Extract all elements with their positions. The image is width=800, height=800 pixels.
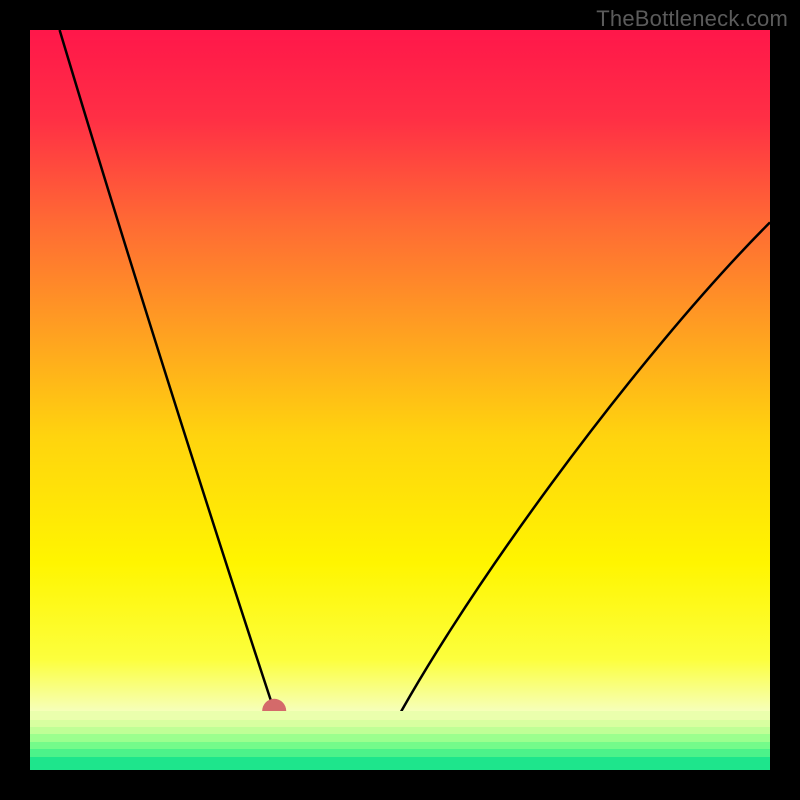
green-band [30,711,770,720]
green-band [30,720,770,727]
plot-area [30,30,770,770]
green-band [30,749,770,756]
curve-layer [30,30,770,770]
chart-frame: TheBottleneck.com [0,0,800,800]
watermark-text: TheBottleneck.com [596,6,788,32]
bottleneck-curve [60,30,770,761]
green-band [30,757,770,770]
green-band [30,727,770,734]
green-band [30,734,770,741]
green-band [30,742,770,749]
